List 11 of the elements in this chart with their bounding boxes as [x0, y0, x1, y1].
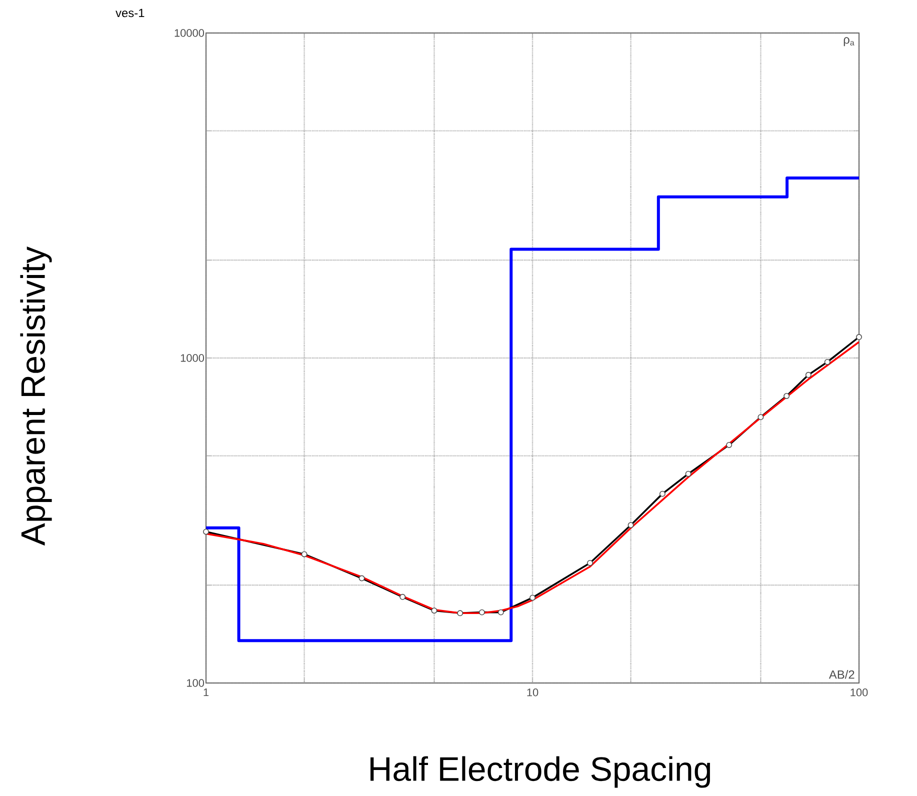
annotation: ρ$_{a}$	[844, 37, 854, 46]
y-axis-title: Apparent Resistivity	[20, 246, 52, 546]
x-tick-label: 100	[850, 688, 868, 696]
x-tick-label: 1	[204, 688, 209, 696]
y-tick-label: 1000	[180, 354, 204, 362]
annotation: AB/2	[828, 670, 854, 679]
chart-title: ves-1	[116, 8, 144, 18]
x-axis-title: Half Electrode Spacing	[370, 756, 710, 788]
y-tick-label: 100	[187, 679, 204, 687]
x-tick-label: 10	[527, 688, 538, 696]
y-tick-label: 10000	[174, 29, 204, 37]
